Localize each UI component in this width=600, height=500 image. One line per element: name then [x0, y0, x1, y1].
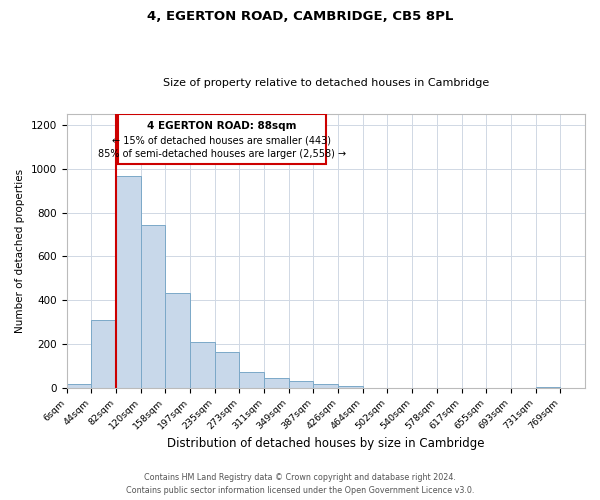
- Bar: [536, 386, 560, 388]
- Bar: [140, 224, 165, 388]
- FancyBboxPatch shape: [118, 114, 326, 164]
- Bar: [215, 352, 239, 388]
- Bar: [289, 381, 313, 388]
- Text: 85% of semi-detached houses are larger (2,558) →: 85% of semi-detached houses are larger (…: [98, 149, 346, 159]
- Bar: [313, 384, 338, 388]
- Bar: [239, 372, 264, 388]
- Bar: [116, 176, 140, 388]
- Bar: [190, 342, 215, 388]
- Bar: [67, 384, 91, 388]
- Text: Contains HM Land Registry data © Crown copyright and database right 2024.
Contai: Contains HM Land Registry data © Crown c…: [126, 474, 474, 495]
- Y-axis label: Number of detached properties: Number of detached properties: [15, 169, 25, 333]
- Bar: [264, 378, 289, 388]
- Title: Size of property relative to detached houses in Cambridge: Size of property relative to detached ho…: [163, 78, 489, 88]
- Bar: [91, 320, 116, 388]
- Text: ← 15% of detached houses are smaller (443): ← 15% of detached houses are smaller (44…: [112, 135, 331, 145]
- Bar: [338, 386, 363, 388]
- Text: 4 EGERTON ROAD: 88sqm: 4 EGERTON ROAD: 88sqm: [147, 121, 296, 131]
- Text: 4, EGERTON ROAD, CAMBRIDGE, CB5 8PL: 4, EGERTON ROAD, CAMBRIDGE, CB5 8PL: [147, 10, 453, 23]
- X-axis label: Distribution of detached houses by size in Cambridge: Distribution of detached houses by size …: [167, 437, 485, 450]
- Bar: [165, 292, 190, 388]
